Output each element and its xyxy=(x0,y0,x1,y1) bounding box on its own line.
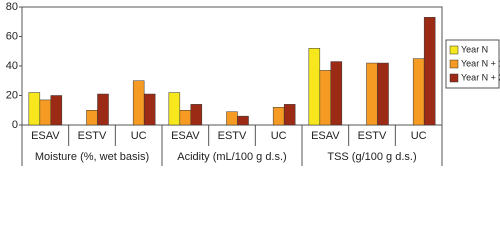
bar xyxy=(412,58,425,126)
x-tick-label: ESAV xyxy=(171,130,200,142)
legend-label: Year N xyxy=(461,44,488,54)
bar xyxy=(308,48,321,126)
y-tick-label: 80 xyxy=(6,1,18,13)
group-label: TSS (g/100 g d.s.) xyxy=(327,151,416,163)
bar xyxy=(283,104,296,126)
bar xyxy=(330,61,343,126)
bar xyxy=(237,115,249,126)
legend-label: Year N + 1 xyxy=(461,58,500,68)
x-tick-label: ESTV xyxy=(358,130,387,142)
bar xyxy=(272,107,285,126)
legend-swatch xyxy=(449,73,459,83)
bar xyxy=(97,93,109,126)
y-tick-label: 20 xyxy=(6,89,18,101)
bar xyxy=(319,70,332,126)
x-tick-label: ESTV xyxy=(218,130,247,142)
x-tick-label: UC xyxy=(411,130,427,142)
x-tick-label: ESAV xyxy=(31,130,60,142)
chart: Year N Year N + 1 Year N + 2 0 20 40 60 80 ESAV… xyxy=(6,1,500,166)
bar xyxy=(366,62,378,126)
bar xyxy=(377,62,389,126)
bar xyxy=(143,93,156,126)
bar xyxy=(28,92,41,126)
y-tick-label: 40 xyxy=(6,60,18,72)
x-tick-label: UC xyxy=(271,130,287,142)
bar xyxy=(226,111,238,126)
y-tick-label: 0 xyxy=(12,119,18,131)
bar xyxy=(423,17,436,126)
bar xyxy=(86,110,98,126)
bar xyxy=(50,95,63,126)
bar xyxy=(179,110,192,126)
bar xyxy=(190,104,203,126)
y-tick-label: 60 xyxy=(6,30,18,42)
bar xyxy=(39,99,52,126)
x-tick-label: UC xyxy=(131,130,147,142)
group-label: Moisture (%, wet basis) xyxy=(35,151,149,163)
x-tick-label: ESTV xyxy=(78,130,107,142)
legend-swatch xyxy=(449,59,459,69)
bar xyxy=(168,92,181,126)
legend: Year N Year N + 1 Year N + 2 xyxy=(445,39,500,89)
bar xyxy=(132,80,145,126)
x-tick-label: ESAV xyxy=(311,130,340,142)
legend-swatch xyxy=(449,45,459,55)
legend-label: Year N + 2 xyxy=(461,72,500,82)
group-label: Acidity (mL/100 g d.s.) xyxy=(177,151,286,163)
